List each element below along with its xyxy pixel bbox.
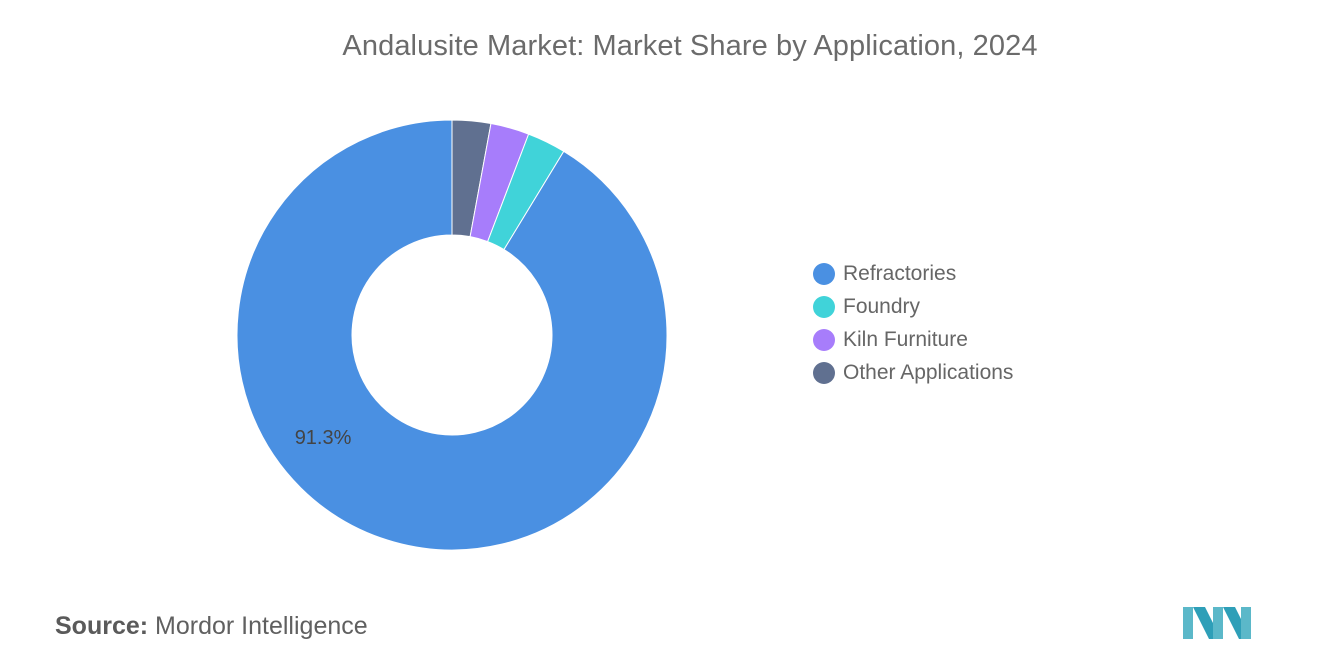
legend-swatch	[813, 328, 835, 351]
legend-item-other-applications: Other Applications	[813, 356, 1013, 389]
source-line: Source: Mordor Intelligence	[55, 612, 368, 641]
legend-swatch	[813, 262, 835, 285]
legend-item-kiln-furniture: Kiln Furniture	[813, 323, 1013, 356]
chart-legend: Refractories Foundry Kiln Furniture Other A…	[813, 257, 1013, 389]
data-label-refractories: 91.3%	[295, 427, 352, 449]
source-label: Source:	[55, 612, 149, 640]
mordor-intelligence-logo-icon	[1183, 607, 1251, 639]
legend-label: Other Applications	[843, 360, 1014, 384]
slice-refractories	[236, 119, 668, 551]
legend-label: Refractories	[843, 261, 957, 285]
chart-title: Andalusite Market: Market Share by Appli…	[342, 30, 1038, 62]
legend-label: Foundry	[843, 294, 921, 318]
legend-item-foundry: Foundry	[813, 290, 1013, 323]
source-text: Mordor Intelligence	[155, 612, 368, 640]
legend-item-refractories: Refractories	[813, 257, 1013, 290]
legend-swatch	[813, 361, 835, 384]
legend-swatch	[813, 295, 835, 318]
legend-label: Kiln Furniture	[843, 327, 968, 351]
